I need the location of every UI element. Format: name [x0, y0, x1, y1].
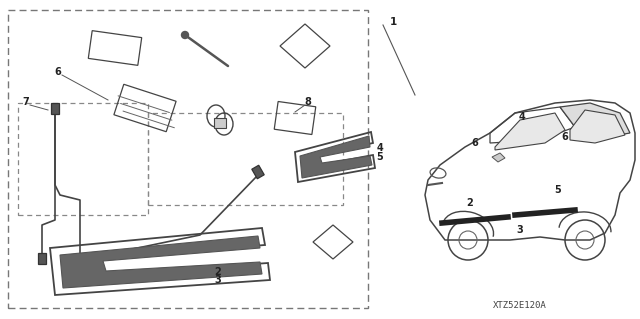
Polygon shape: [560, 103, 630, 140]
Text: 6: 6: [562, 132, 568, 142]
Bar: [8, 10, 368, 308]
Bar: [38, 253, 46, 263]
Polygon shape: [492, 153, 505, 162]
Text: 2: 2: [467, 198, 474, 208]
Polygon shape: [60, 236, 262, 288]
Text: 8: 8: [305, 97, 312, 107]
Text: 4: 4: [518, 112, 525, 122]
Text: 5: 5: [376, 152, 383, 162]
Bar: [18, 103, 148, 215]
Text: 2: 2: [214, 267, 221, 277]
Bar: [114, 84, 176, 132]
Text: 4: 4: [376, 143, 383, 153]
Text: XTZ52E120A: XTZ52E120A: [493, 300, 547, 309]
Text: 5: 5: [555, 185, 561, 195]
Text: 3: 3: [516, 225, 524, 235]
Bar: [88, 31, 141, 65]
Bar: [148, 113, 343, 205]
Bar: [51, 102, 59, 114]
Polygon shape: [570, 110, 625, 143]
Polygon shape: [495, 113, 565, 150]
Text: 6: 6: [54, 67, 61, 77]
Polygon shape: [300, 136, 372, 178]
Text: 6: 6: [472, 138, 478, 148]
Text: 7: 7: [22, 97, 29, 107]
Text: 1: 1: [390, 17, 397, 27]
Text: 3: 3: [214, 275, 221, 285]
Circle shape: [182, 32, 189, 39]
Bar: [274, 101, 316, 135]
Bar: [214, 118, 226, 128]
Bar: [252, 165, 264, 179]
